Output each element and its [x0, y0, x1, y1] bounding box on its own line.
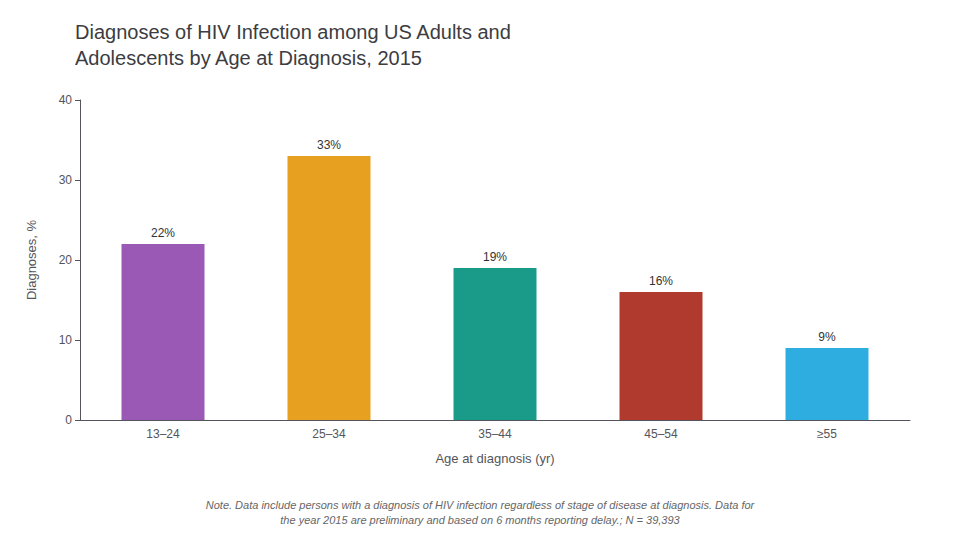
- svg-text:40: 40: [59, 93, 73, 107]
- svg-text:30: 30: [59, 173, 73, 187]
- svg-text:22%: 22%: [151, 226, 175, 240]
- svg-text:0: 0: [65, 413, 72, 427]
- svg-text:10: 10: [59, 333, 73, 347]
- svg-text:19%: 19%: [483, 250, 507, 264]
- svg-text:45–54: 45–54: [644, 427, 678, 441]
- svg-text:Age at diagnosis (yr): Age at diagnosis (yr): [435, 451, 554, 466]
- svg-text:35–44: 35–44: [478, 427, 512, 441]
- svg-text:Diagnoses, %: Diagnoses, %: [24, 219, 39, 300]
- svg-text:13–24: 13–24: [146, 427, 180, 441]
- svg-text:Diagnoses of HIV Infection amo: Diagnoses of HIV Infection among US Adul…: [75, 21, 511, 43]
- svg-text:20: 20: [59, 253, 73, 267]
- svg-text:9%: 9%: [818, 330, 836, 344]
- svg-text:≥55: ≥55: [817, 427, 837, 441]
- svg-text:16%: 16%: [649, 274, 673, 288]
- svg-text:25–34: 25–34: [312, 427, 346, 441]
- svg-text:Adolescents by Age at Diagnosi: Adolescents by Age at Diagnosis, 2015: [75, 47, 422, 69]
- svg-text:33%: 33%: [317, 138, 341, 152]
- svg-text:Note. Data include persons wit: Note. Data include persons with a diagno…: [206, 499, 756, 511]
- svg-text:the year 2015 are preliminary: the year 2015 are preliminary and based …: [280, 514, 680, 526]
